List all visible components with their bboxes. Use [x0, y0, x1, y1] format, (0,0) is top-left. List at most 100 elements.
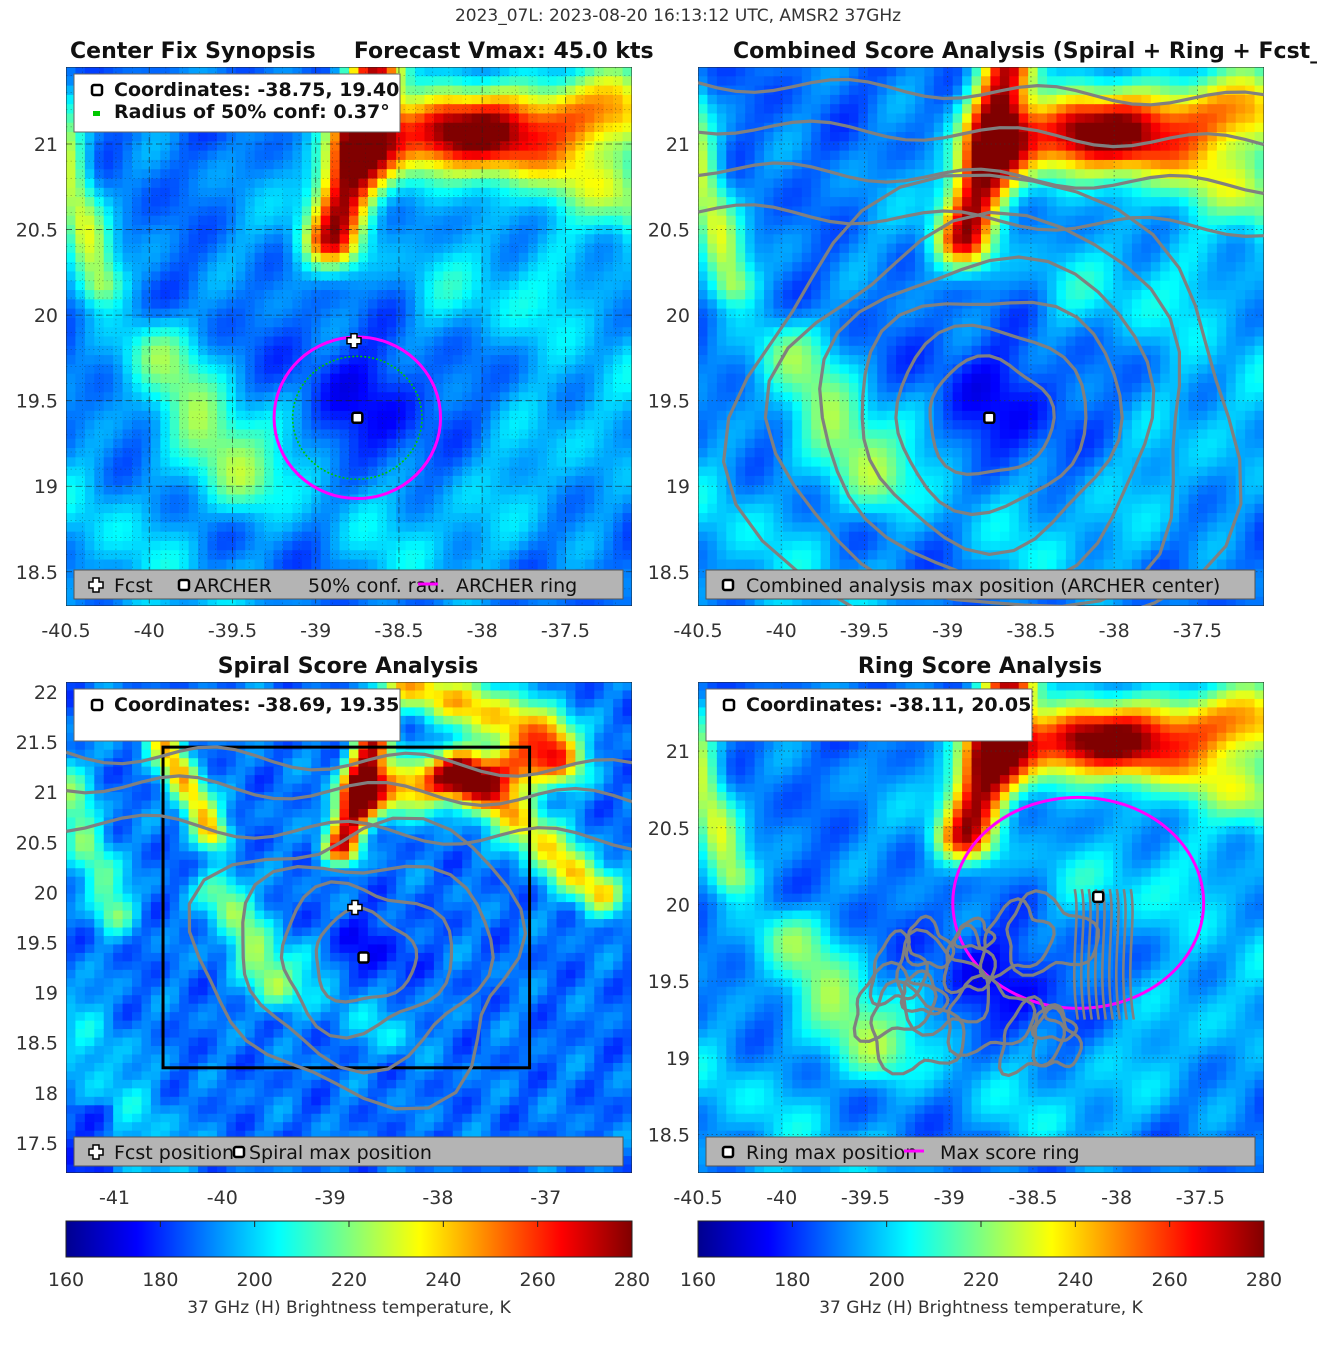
archer-marker-icon [721, 578, 735, 592]
x-tick-label: -38.5 [1006, 620, 1055, 642]
legend-entry: Combined analysis max position (ARCHER c… [746, 575, 1220, 597]
contour-line [928, 354, 1056, 476]
max-position-marker [983, 411, 996, 425]
colorbar-tick-label: 260 [1152, 1269, 1188, 1291]
colorbar-tick-label: 160 [680, 1269, 716, 1291]
fcst-marker-icon [88, 1144, 104, 1160]
x-tick-label: -40.5 [673, 1187, 722, 1209]
contour-line [852, 960, 938, 1043]
y-tick-label: 19.5 [648, 971, 690, 993]
colorbar-tick-label: 220 [331, 1269, 367, 1291]
info-box [73, 73, 401, 133]
info-line: Radius of 50% conf: 0.37° [114, 101, 390, 123]
contour-line [1129, 888, 1136, 1020]
legend-entry: Max score ring [940, 1142, 1080, 1164]
panel-title: Center Fix Synopsis Forecast Vmax: 45.0 … [70, 39, 654, 64]
colorbar-tick-label: 280 [614, 1269, 650, 1291]
info-line: Coordinates: -38.11, 20.05 [746, 694, 1031, 716]
x-tick-label: -40.5 [41, 620, 90, 642]
contour-line [860, 300, 1124, 556]
colorbar-tick-label: 200 [869, 1269, 905, 1291]
legend [705, 569, 1256, 600]
contour-line [1080, 888, 1087, 1020]
plot-area: Combined analysis max position (ARCHER c… [698, 67, 1264, 606]
panel-title: Combined Score Analysis (Spiral + Ring +… [733, 39, 1317, 64]
spiral-max-marker [357, 951, 370, 964]
panel-title: Spiral Score Analysis [218, 654, 479, 679]
x-tick-label: -39.5 [840, 620, 889, 642]
fcst-marker [347, 899, 363, 916]
colorbar-label: 37 GHz (H) Brightness temperature, K [187, 1298, 511, 1318]
panel-ring: Ring Score Analysis Coordinates: -38.11,… [648, 654, 1264, 1209]
y-tick-label: 19 [34, 476, 58, 498]
conf-dot-icon [93, 111, 100, 116]
y-tick-label: 19 [666, 1048, 690, 1070]
y-tick-label: 18.5 [648, 562, 690, 584]
contour-line [698, 161, 1264, 196]
legend-entry: Fcst position [114, 1142, 234, 1164]
contour-line [66, 745, 632, 778]
x-tick-label: -39 [300, 620, 331, 642]
x-tick-label: -37.5 [1173, 620, 1222, 642]
contour-line [894, 323, 1088, 517]
colorbar-label: 37 GHz (H) Brightness temperature, K [819, 1298, 1143, 1318]
colorbar-left: 160 180 200 220 240 260 280 37 GHz (H) Brightn… [48, 1220, 650, 1318]
x-tick-label: -39 [932, 620, 963, 642]
heatmap [698, 67, 1264, 606]
legend [73, 569, 624, 600]
panel-title: Ring Score Analysis [858, 654, 1102, 679]
x-tick-label: -39.5 [208, 620, 257, 642]
y-tick-label: 19 [666, 476, 690, 498]
contour-line [698, 119, 1264, 149]
x-tick-label: -38 [467, 620, 498, 642]
fcst-marker-icon [88, 577, 104, 593]
colorbar-tick-label: 180 [142, 1269, 178, 1291]
y-tick-label: 18.5 [16, 562, 58, 584]
colorbar-right: 160 180 200 220 240 260 280 37 GHz (H) Brightn… [680, 1220, 1282, 1318]
x-tick-label: -37 [530, 1187, 561, 1209]
x-tick-label: -40 [207, 1187, 238, 1209]
x-tick-label: -39 [934, 1187, 965, 1209]
y-tick-label: 20 [666, 894, 690, 916]
colorbar-tick-label: 240 [425, 1269, 461, 1291]
x-tick-label: -38.5 [374, 620, 423, 642]
y-tick-label: 20.5 [16, 220, 58, 242]
y-tick-label: 20.5 [16, 832, 58, 854]
legend [73, 1136, 624, 1167]
x-tick-label: -38.5 [1008, 1187, 1057, 1209]
x-tick-label: -40 [134, 620, 165, 642]
archer-marker-icon [177, 578, 191, 592]
contour-line [895, 928, 990, 1037]
y-tick-label: 17.5 [16, 1133, 58, 1155]
contour-line [946, 973, 1037, 1057]
contour-line [869, 979, 966, 1076]
contour-line [1073, 888, 1080, 1020]
x-tick-label: -39.5 [841, 1187, 890, 1209]
heatmap [66, 682, 632, 1173]
contour-line [978, 897, 1056, 980]
x-tick-label: -39 [315, 1187, 346, 1209]
y-tick-label: 19.5 [16, 391, 58, 413]
legend-entry: 50% conf. rad. [308, 575, 445, 597]
colorbar-tick-label: 280 [1246, 1269, 1282, 1291]
panel-combined: Combined Score Analysis (Spiral + Ring +… [648, 39, 1317, 642]
x-tick-label: -40 [766, 1187, 797, 1209]
contour-line [1115, 888, 1122, 1020]
panel-spiral: Spiral Score Analysis Coordinates: -38.6… [16, 654, 632, 1209]
max-score-ring [951, 795, 1206, 1010]
contour-line [763, 210, 1181, 606]
x-tick-label: -38 [1099, 620, 1130, 642]
figure-title: 2023_07L: 2023-08-20 16:13:12 UTC, AMSR2… [455, 6, 901, 26]
heatmap [698, 682, 1264, 1173]
legend [705, 1136, 1256, 1167]
fcst-marker [346, 333, 362, 349]
y-tick-label: 18.5 [16, 1033, 58, 1055]
info-box [73, 688, 401, 742]
archer-marker-icon [232, 1145, 246, 1159]
archer-marker-icon [722, 698, 736, 712]
y-tick-label: 20.5 [648, 220, 690, 242]
contour-line [66, 813, 632, 851]
archer-marker [351, 411, 364, 425]
